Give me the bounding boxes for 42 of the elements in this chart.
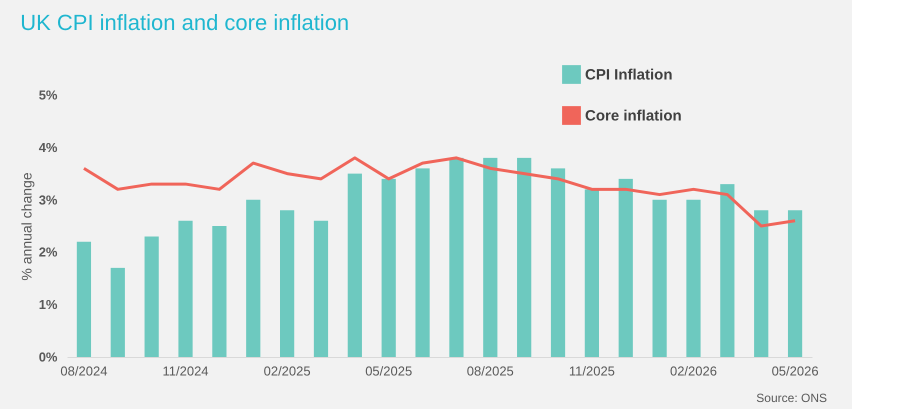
- bar: [686, 200, 701, 357]
- bar: [754, 210, 768, 357]
- legend-label: Core inflation: [585, 108, 682, 124]
- bar: [280, 210, 294, 357]
- line-series: [82, 156, 797, 228]
- bar: [483, 158, 498, 357]
- x-tick-label: 11/2025: [568, 364, 615, 378]
- x-tick-label: 08/2024: [60, 364, 108, 378]
- x-tick-label: 08/2025: [466, 364, 514, 378]
- bar: [720, 184, 734, 357]
- y-tick-label: 0%: [38, 350, 58, 364]
- chart-title: UK CPI inflation and core inflation: [20, 10, 350, 35]
- y-tick-label: 1%: [38, 297, 58, 312]
- bar: [415, 168, 430, 357]
- y-tick-label: 2%: [38, 244, 58, 260]
- bar: [110, 268, 125, 357]
- x-tick-label: 05/2025: [365, 364, 412, 378]
- bar: [246, 200, 260, 357]
- y-tick-label: 3%: [38, 192, 58, 208]
- x-tick-label: 11/2024: [162, 364, 209, 378]
- bar: [652, 200, 667, 357]
- bar: [348, 174, 362, 357]
- x-tick-label: 05/2026: [772, 364, 819, 378]
- bar: [144, 236, 159, 357]
- bar: [382, 178, 396, 357]
- bar: [584, 189, 599, 357]
- source-note: Source: ONS: [756, 391, 827, 405]
- bar: [449, 158, 464, 357]
- y-axis-title: % annual change: [18, 172, 35, 281]
- x-tick-label: 02/2026: [670, 364, 717, 378]
- bar: [212, 226, 226, 357]
- x-tick-label: 02/2025: [264, 364, 311, 378]
- y-tick-label: 4%: [38, 140, 58, 155]
- bar: [314, 220, 328, 357]
- bar: [178, 220, 193, 357]
- bar: [517, 158, 532, 357]
- bar: [550, 168, 566, 357]
- bar: [76, 242, 92, 357]
- y-tick-label: 5%: [38, 88, 58, 102]
- legend-label: CPI Inflation: [585, 66, 672, 84]
- bar: [788, 210, 802, 357]
- bar: [618, 178, 633, 357]
